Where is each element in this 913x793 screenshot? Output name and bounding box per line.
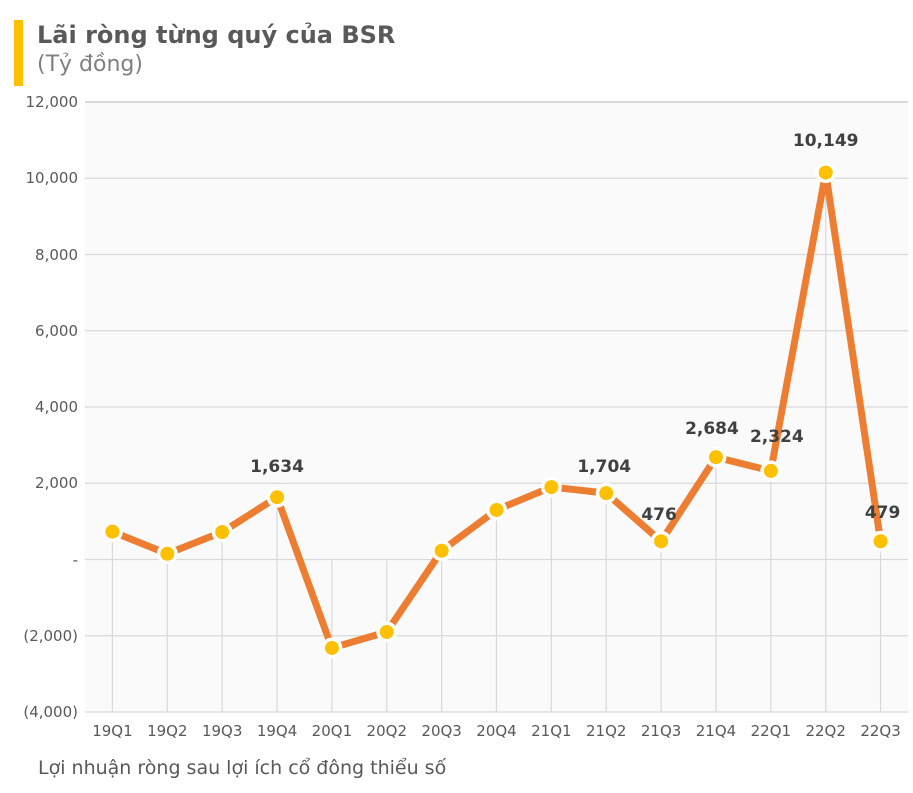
x-axis-tick-label: 21Q2 <box>586 722 627 740</box>
y-axis-tick-label: 8,000 <box>35 245 78 264</box>
data-point-marker[interactable] <box>599 486 614 501</box>
data-point-marker[interactable] <box>379 624 394 639</box>
data-value-label: 2,324 <box>749 426 804 447</box>
x-axis-tick-label: 21Q3 <box>640 722 682 740</box>
chart-subtitle: (Tỷ đồng) <box>37 52 143 77</box>
data-value-label: 1,634 <box>250 457 304 478</box>
chart-header: Lãi ròng từng quý của BSR (Tỷ đồng) <box>14 20 395 86</box>
data-point-marker[interactable] <box>160 546 175 561</box>
y-axis-ticks: 12,000 10,000 8,000 6,000 4,000 2,000 - (2,000)… <box>0 0 78 793</box>
x-axis-tick-label: 19Q1 <box>92 722 133 740</box>
footer-caption: Lợi nhuận ròng sau lợi ích cổ đông thiểu… <box>38 757 447 779</box>
data-point-marker[interactable] <box>489 502 504 517</box>
x-axis-tick-label: 22Q3 <box>860 722 901 740</box>
y-axis-tick-label: 4,000 <box>35 398 78 416</box>
data-point-marker[interactable] <box>818 165 833 180</box>
x-axis-tick-label: 21Q4 <box>695 722 737 740</box>
x-axis-tick-label: 19Q2 <box>147 722 188 740</box>
x-axis-tick-label: 20Q3 <box>421 722 462 740</box>
data-value-label: 10,149 <box>792 130 859 151</box>
data-point-marker[interactable] <box>708 450 723 465</box>
data-point-marker[interactable] <box>215 525 230 540</box>
data-point-marker[interactable] <box>873 534 888 549</box>
data-point-marker[interactable] <box>105 524 120 539</box>
x-axis-tick-label: 20Q2 <box>366 722 407 740</box>
data-point-marker[interactable] <box>434 543 449 558</box>
data-point-marker[interactable] <box>324 640 339 655</box>
data-value-label: 2,684 <box>685 419 739 440</box>
y-axis-tick-label: - <box>72 550 78 569</box>
x-axis-tick-label: 22Q1 <box>750 722 792 740</box>
x-axis-tick-label: 19Q3 <box>201 722 243 740</box>
x-axis-tick-label: 22Q2 <box>805 722 846 740</box>
data-point-marker[interactable] <box>654 534 669 549</box>
data-value-label: 479 <box>864 503 901 524</box>
page-title: Lãi ròng từng quý của BSR <box>37 21 396 49</box>
y-axis-tick-label: 10,000 <box>25 169 79 188</box>
x-axis-tick-label: 19Q4 <box>256 722 298 740</box>
data-point-marker[interactable] <box>763 463 778 478</box>
y-axis-tick-label: (4,000) <box>23 703 78 721</box>
y-axis-tick-label: 12,000 <box>25 93 79 111</box>
data-value-label: 476 <box>641 505 677 526</box>
x-axis-tick-label: 20Q4 <box>476 722 517 740</box>
vertical-gridlines <box>111 172 882 712</box>
y-axis-tick-label: (2,000) <box>23 626 78 645</box>
y-axis-tick-label: 6,000 <box>35 321 78 340</box>
data-point-marker[interactable] <box>270 490 285 505</box>
x-axis-tick-label: 20Q1 <box>311 722 353 740</box>
data-markers <box>101 162 892 659</box>
x-axis-tick-label: 21Q1 <box>531 722 572 740</box>
title-accent-bar <box>14 20 23 86</box>
data-point-marker[interactable] <box>544 480 559 495</box>
y-axis-tick-label: 2,000 <box>35 474 78 493</box>
title-text-group: Lãi ròng từng quý của BSR (Tỷ đồng) <box>37 20 395 80</box>
data-value-label: 1,704 <box>577 457 632 478</box>
